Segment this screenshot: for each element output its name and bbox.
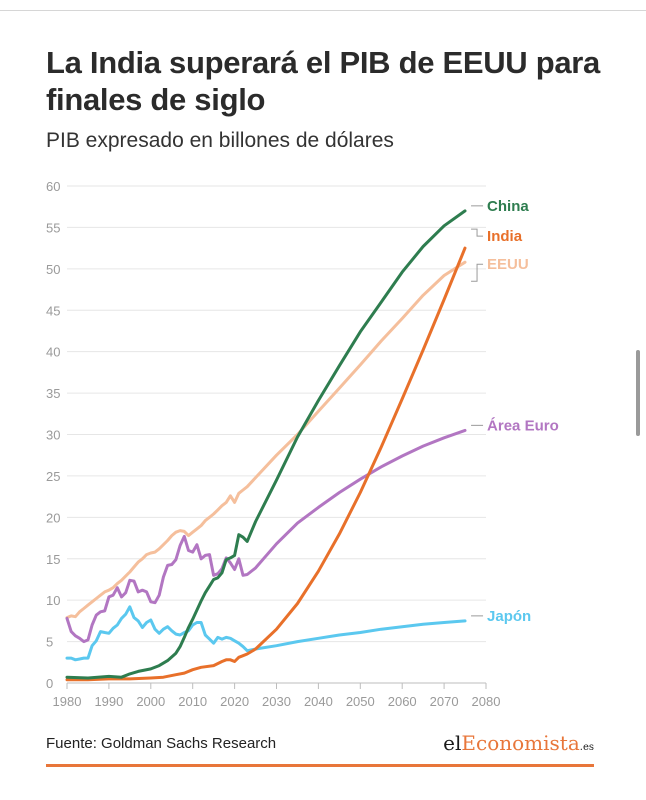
y-axis-tick-labels: 0 5 10 15 20 25 30 35 40 45 50 55 60 (46, 179, 60, 691)
series-label-japon: Japón (487, 608, 531, 625)
series-label-china: China (487, 198, 529, 215)
source-note: Fuente: Goldman Sachs Research (46, 735, 277, 752)
y-tick-label: 35 (46, 386, 60, 401)
y-tick-label: 45 (46, 303, 60, 318)
series-label-india: India (487, 228, 523, 245)
y-tick-label: 50 (46, 262, 60, 277)
x-tick-label: 2000 (136, 694, 165, 709)
series-label-eeuu: EEUU (487, 256, 529, 273)
series-line-japon (65, 605, 467, 662)
chart-subtitle: PIB expresado en billones de dólares (46, 129, 394, 152)
x-tick-label: 2040 (304, 694, 333, 709)
x-tick-label: 2050 (346, 694, 375, 709)
x-tick-label: 1980 (53, 694, 82, 709)
series-lines (65, 209, 467, 682)
line-chart: 0 5 10 15 20 25 30 35 40 45 50 55 60 1980 1990 2000 201… (46, 179, 559, 709)
y-tick-label: 10 (46, 593, 60, 608)
label-leader-eeuu (471, 263, 484, 282)
y-tick-label: 40 (46, 345, 60, 360)
series-label-area-euro: Área Euro (487, 417, 559, 434)
series-line-eeuu (65, 260, 467, 620)
footer-accent-rule (46, 764, 594, 767)
y-tick-label: 20 (46, 510, 60, 525)
chart-title: La India superará el PIB de EEUU para fi… (46, 45, 600, 117)
x-tick-label: 2060 (388, 694, 417, 709)
x-tick-label: 2080 (472, 694, 501, 709)
x-tick-label: 2020 (220, 694, 249, 709)
y-tick-label: 25 (46, 469, 60, 484)
y-tick-label: 55 (46, 220, 60, 235)
scrollbar-thumb[interactable] (636, 350, 640, 436)
top-divider (0, 10, 646, 11)
chart-grid (66, 185, 487, 689)
x-axis-tick-labels: 1980 1990 2000 2010 2020 2030 2040 2050 2060 2070… (53, 694, 501, 709)
x-tick-label: 2010 (178, 694, 207, 709)
brand-logo: elEconomista.es (443, 731, 594, 755)
x-tick-label: 2030 (262, 694, 291, 709)
y-tick-label: 60 (46, 179, 60, 194)
x-tick-label: 2070 (430, 694, 459, 709)
y-tick-label: 5 (46, 635, 53, 650)
y-tick-label: 15 (46, 552, 60, 567)
series-labels: EEUU Área Euro Japón India China (471, 198, 559, 625)
y-tick-label: 30 (46, 428, 60, 443)
x-tick-label: 1990 (94, 694, 123, 709)
series-line-india (65, 246, 467, 682)
series-line-area-euro (65, 428, 467, 644)
y-tick-label: 0 (46, 676, 53, 691)
series-line-china (65, 209, 467, 680)
label-leader-india (471, 228, 484, 237)
